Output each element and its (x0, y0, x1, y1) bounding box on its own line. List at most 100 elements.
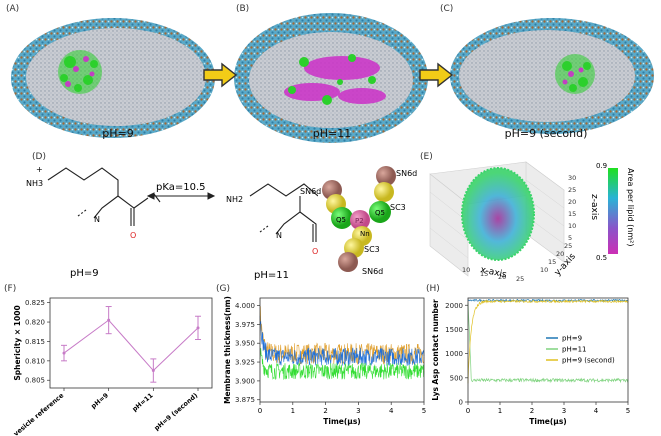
z-tick: 10 (568, 222, 576, 230)
y-axis-label: Lys Asp contact number (431, 299, 440, 401)
pka-text: pKa=10.5 (156, 182, 206, 193)
bead-label: SC3 (364, 245, 380, 254)
z-axis-label: z-axis (589, 194, 599, 220)
data-point (196, 326, 200, 330)
x-tick-label: vesicle reference (12, 391, 66, 436)
thickness-series-line (259, 348, 425, 381)
x-tick-label: 1 (291, 407, 295, 415)
plot-frame (467, 297, 629, 403)
arrow-right-icon (419, 62, 454, 88)
caption-a: pH=9 (102, 127, 134, 140)
x-tick: 25 (516, 275, 524, 282)
x-tick-label: pH=11 (131, 391, 155, 413)
legend-label: pH=11 (562, 346, 586, 354)
y-tick-label: 3.900 (235, 377, 255, 385)
plus-text: + (36, 165, 43, 174)
x-axis-label: Time(μs) (323, 417, 360, 426)
x-tick-label: 3 (356, 407, 360, 415)
contact-series-line (467, 299, 629, 384)
y-axis-label: Membrane thickness(nm) (223, 296, 232, 404)
x-tick-label: pH=9 (89, 391, 110, 410)
contact-number-chart: 0 500 1000 1500 2000 Lys Asp contact number 0 1… (431, 297, 630, 426)
y-tick: 15 (548, 258, 556, 266)
left-ph-text: pH=9 (70, 268, 99, 279)
bead-label: SN6d (300, 187, 321, 196)
y-tick-label: 4.000 (235, 302, 255, 310)
bead-label: P2 (355, 217, 364, 225)
z-tick: 15 (568, 210, 576, 218)
z-tick: 20 (568, 198, 576, 206)
x-tick-label: 5 (626, 407, 630, 415)
y-tick: 10 (540, 266, 548, 274)
caption-c: pH=9 (second) (504, 127, 588, 140)
vesicle-image-b (234, 13, 428, 143)
y-tick: 20 (556, 250, 564, 258)
nh3-text: NH3 (26, 179, 43, 188)
x-tick-label: 4 (594, 407, 599, 415)
y-axis-label: Sphericity × 1000 (13, 305, 22, 380)
y-tick-label: 0 (459, 399, 463, 407)
panel-label-d: (D) (32, 152, 46, 162)
y-tick-label: 0.810 (25, 357, 45, 365)
y-tick-label: 0.805 (25, 377, 45, 385)
x-tick-label: 3 (562, 407, 566, 415)
bead-label: Q5 (336, 216, 346, 224)
x-tick-label: 0 (258, 407, 262, 415)
sphericity-line (63, 319, 199, 372)
y-tick-label: 3.925 (235, 359, 255, 367)
x-tick-label: 4 (389, 407, 394, 415)
bead-label: SN6d (396, 169, 417, 178)
z-tick: 25 (568, 186, 576, 194)
n-left-text: N (94, 215, 100, 224)
area-per-lipid-3d-plot: 10 15 20 25 10 15 20 25 5 10 15 20 25 30… (429, 161, 635, 282)
x-tick-label: pH=9 (second) (153, 391, 200, 432)
y-tick-label: 3.875 (235, 396, 255, 404)
x-axis-label: Time(μs) (529, 417, 566, 426)
x-tick-label: 2 (530, 407, 534, 415)
x-tick: 10 (462, 266, 470, 274)
lysine-structures: NH3 + N O pH=9 pKa=10.5 NH2 pH=11 (26, 165, 318, 280)
x-tick-label: 1 (498, 407, 502, 415)
arrow-right-icon (203, 62, 238, 88)
o-left-text: O (130, 231, 136, 240)
thickness-series-line (259, 315, 425, 366)
x-tick-label: 5 (422, 407, 426, 415)
colorbar-min: 0.5 (596, 254, 607, 262)
colorbar (608, 168, 618, 254)
lysine-backbone-right: N O (259, 196, 318, 256)
x-tick-label: 0 (466, 407, 470, 415)
panel-label-f: (F) (4, 284, 17, 294)
y-tick-label: 3.975 (235, 321, 255, 329)
panel-label-c: (C) (440, 4, 454, 14)
contact-series-line (467, 303, 629, 384)
plot-frame (259, 297, 425, 403)
legend-label: pH=9 (second) (562, 357, 615, 365)
n-right-text: N (276, 231, 282, 240)
y-tick-label: 1000 (445, 350, 463, 358)
nh2-text: NH2 (226, 195, 243, 204)
colorbar-title: Area per lipid (nm²) (626, 168, 635, 246)
y-tick-label: 0.815 (25, 338, 45, 346)
vesicle-image-a (11, 18, 215, 138)
panel-label-g: (G) (216, 284, 230, 294)
thickness-series-line (259, 306, 425, 365)
data-point (62, 351, 66, 355)
z-tick: 5 (568, 234, 572, 242)
y-tick-label: 2000 (445, 302, 463, 310)
y-tick-label: 0.825 (25, 299, 45, 307)
bead-model: SN6d SC3 Q5 P2 Q5 Nn SC3 SN6d SN6d (300, 166, 417, 276)
panel-label-b: (B) (236, 4, 250, 14)
legend-label: pH=9 (562, 335, 582, 343)
y-tick-label: 0.820 (25, 319, 45, 327)
panel-label-e: (E) (420, 152, 433, 162)
bead-label: SC3 (390, 203, 406, 212)
panel-label-h: (H) (426, 284, 440, 294)
x-axis-label: x-axis (479, 265, 507, 280)
bead-label: SN6d (362, 267, 383, 276)
o-right-text: O (312, 247, 318, 256)
y-tick: 25 (564, 242, 572, 250)
bead-label: Nn (360, 230, 370, 238)
colorbar-max: 0.9 (596, 162, 607, 170)
